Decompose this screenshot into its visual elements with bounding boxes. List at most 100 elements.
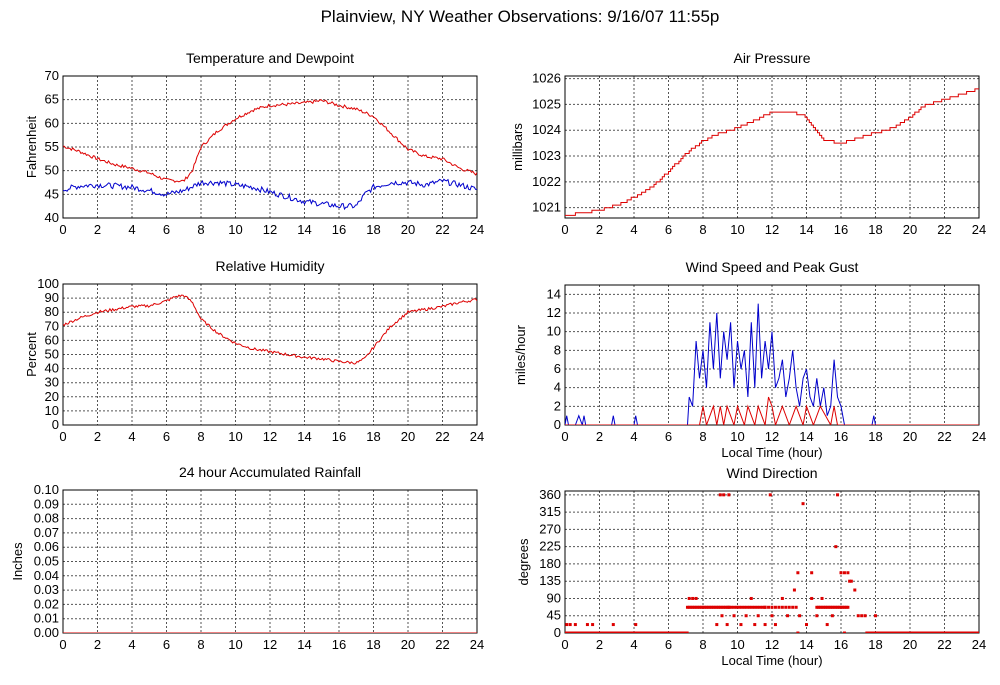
x-tick-label: 8 (699, 222, 706, 237)
direction-point (820, 596, 824, 600)
direction-point (611, 623, 615, 627)
x-tick-label: 8 (197, 637, 204, 652)
direction-point (815, 614, 819, 618)
direction-point (740, 605, 744, 609)
direction-point (773, 623, 777, 627)
direction-point (758, 605, 762, 609)
plot-area (63, 99, 477, 211)
direction-point (565, 623, 569, 627)
x-axis-label: Local Time (hour) (721, 445, 822, 460)
y-tick-label: 270 (539, 521, 561, 536)
direction-point (715, 623, 719, 627)
x-tick-label: 10 (228, 637, 242, 652)
x-tick-label: 12 (765, 222, 779, 237)
x-tick-label: 22 (435, 637, 449, 652)
x-tick-label: 2 (596, 429, 603, 444)
direction-point (722, 493, 726, 497)
direction-point (846, 571, 850, 575)
x-tick-label: 20 (401, 637, 415, 652)
direction-point (832, 605, 836, 609)
direction-point (699, 605, 703, 609)
direction-point (827, 605, 831, 609)
direction-point (704, 605, 708, 609)
y-tick-label: 0 (52, 417, 59, 432)
direction-point (836, 605, 840, 609)
direction-point (748, 605, 752, 609)
y-tick-label: 2 (554, 398, 561, 413)
direction-point (745, 605, 749, 609)
direction-point (689, 605, 693, 609)
y-tick-label: 1023 (532, 148, 561, 163)
x-tick-label: 18 (868, 637, 882, 652)
x-tick-label: 4 (128, 429, 135, 444)
plot-frame (564, 490, 980, 634)
chart-title: Relative Humidity (216, 258, 325, 274)
x-tick-label: 6 (163, 637, 170, 652)
direction-point (723, 605, 727, 609)
x-tick-label: 12 (263, 222, 277, 237)
direction-point (698, 605, 702, 609)
direction-point (823, 605, 827, 609)
x-tick-label: 20 (903, 637, 917, 652)
direction-point (756, 614, 760, 618)
y-tick-label: 50 (45, 347, 59, 362)
x-tick-label: 20 (903, 222, 917, 237)
direction-point (805, 623, 808, 627)
x-tick-label: 2 (94, 637, 101, 652)
direction-point (692, 605, 696, 609)
x-tick-label: 22 (435, 222, 449, 237)
x-tick-label: 2 (596, 637, 603, 652)
direction-point (810, 596, 814, 600)
x-tick-label: 4 (128, 222, 135, 237)
series-line-wind-0 (565, 303, 979, 425)
y-axis-label: miles/hour (513, 324, 528, 385)
y-tick-label: 0 (554, 625, 561, 640)
y-tick-label: 315 (539, 504, 561, 519)
direction-point (703, 605, 707, 609)
direction-point (708, 605, 712, 609)
direction-point (839, 605, 843, 609)
direction-point (822, 605, 826, 609)
x-tick-label: 12 (765, 637, 779, 652)
direction-point (585, 623, 589, 627)
y-tick-label: 0.01 (34, 611, 59, 626)
x-tick-label: 14 (297, 637, 311, 652)
direction-point (796, 571, 800, 575)
x-tick-label: 12 (263, 637, 277, 652)
y-axis-label: millibars (510, 123, 525, 171)
direction-point (763, 605, 767, 609)
y-tick-label: 180 (539, 556, 561, 571)
y-tick-label: 0.06 (34, 539, 59, 554)
y-tick-label: 12 (547, 305, 561, 320)
x-tick-label: 2 (596, 222, 603, 237)
direction-point (715, 605, 719, 609)
direction-point (860, 614, 864, 618)
direction-point (687, 605, 691, 609)
direction-point (829, 605, 833, 609)
direction-point (753, 605, 757, 609)
direction-point (777, 605, 781, 609)
y-tick-label: 10 (45, 403, 59, 418)
y-tick-label: 1022 (532, 174, 561, 189)
y-tick-label: 90 (45, 290, 59, 305)
x-tick-label: 22 (937, 429, 951, 444)
direction-point (687, 596, 691, 600)
direction-point (573, 623, 577, 627)
x-tick-label: 18 (868, 429, 882, 444)
direction-point (830, 614, 834, 618)
x-tick-label: 2 (94, 222, 101, 237)
x-tick-label: 16 (332, 222, 346, 237)
direction-point (727, 605, 731, 609)
direction-point (810, 571, 814, 575)
plot-area (63, 294, 477, 365)
x-tick-label: 8 (699, 637, 706, 652)
x-tick-label: 16 (332, 429, 346, 444)
direction-point (732, 614, 736, 618)
plot-area (565, 493, 979, 633)
x-tick-label: 4 (128, 637, 135, 652)
x-tick-label: 20 (401, 222, 415, 237)
chart-title: 24 hour Accumulated Rainfall (179, 464, 361, 480)
x-tick-label: 8 (197, 222, 204, 237)
x-tick-label: 10 (730, 222, 744, 237)
